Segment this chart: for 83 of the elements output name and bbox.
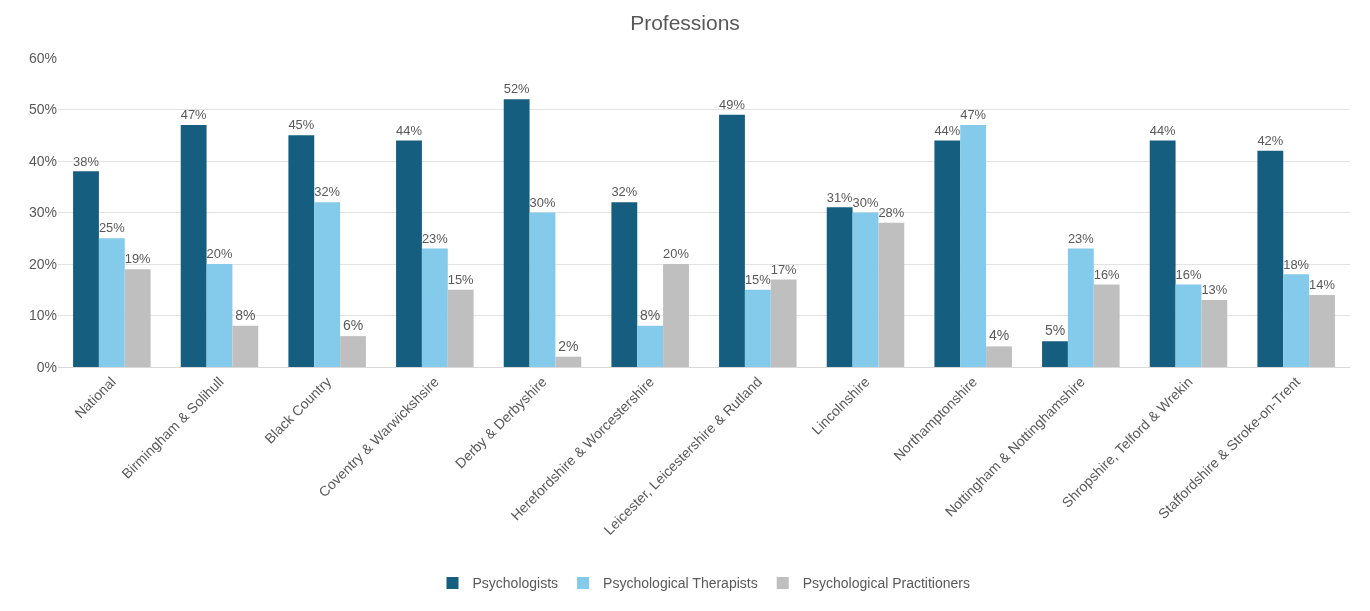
bar bbox=[878, 222, 905, 367]
data-label: 17% bbox=[770, 261, 797, 277]
y-tick-label: 30% bbox=[28, 204, 57, 221]
bar bbox=[852, 212, 879, 367]
data-label: 8% bbox=[640, 306, 661, 323]
data-label: 42% bbox=[1257, 132, 1284, 148]
y-tick-label: 60% bbox=[28, 49, 57, 66]
bar bbox=[206, 264, 233, 367]
bar bbox=[288, 135, 315, 367]
bar bbox=[1175, 284, 1202, 367]
data-label: 15% bbox=[744, 271, 771, 287]
y-tick-label: 50% bbox=[28, 101, 57, 118]
data-label: 2% bbox=[558, 337, 579, 354]
bar bbox=[1257, 150, 1284, 367]
legend-label: Psychological Therapists bbox=[603, 575, 758, 592]
data-label: 15% bbox=[447, 271, 474, 287]
bar bbox=[314, 202, 341, 367]
data-label: 16% bbox=[1175, 266, 1202, 282]
data-label: 32% bbox=[314, 184, 341, 200]
bar bbox=[1093, 284, 1120, 367]
data-label: 13% bbox=[1201, 282, 1228, 298]
chart-title: Professions bbox=[630, 10, 740, 34]
bar bbox=[447, 289, 474, 367]
bar bbox=[124, 269, 151, 367]
bar bbox=[637, 325, 664, 367]
bar bbox=[1309, 294, 1335, 367]
data-label: 49% bbox=[719, 96, 745, 112]
bar bbox=[503, 99, 530, 367]
y-tick-label: 20% bbox=[28, 255, 57, 272]
bar bbox=[232, 325, 259, 367]
bar bbox=[826, 207, 853, 367]
bar bbox=[340, 336, 366, 367]
bar bbox=[663, 264, 689, 367]
y-tick-label: 40% bbox=[28, 152, 57, 169]
data-label: 20% bbox=[663, 246, 689, 262]
bar bbox=[744, 289, 771, 367]
bar bbox=[770, 279, 797, 367]
bar bbox=[986, 346, 1012, 367]
data-label: 23% bbox=[421, 230, 448, 246]
data-label: 30% bbox=[529, 194, 556, 210]
bar bbox=[1042, 341, 1068, 367]
data-label: 4% bbox=[988, 327, 1010, 344]
data-label: 31% bbox=[826, 189, 853, 205]
bar bbox=[960, 124, 987, 367]
legend-label: Psychological Practitioners bbox=[802, 575, 970, 592]
bar bbox=[421, 248, 448, 367]
bar bbox=[611, 202, 638, 367]
bar bbox=[529, 212, 556, 367]
data-label: 6% bbox=[342, 317, 364, 334]
data-label: 5% bbox=[1044, 322, 1066, 339]
data-label: 8% bbox=[235, 306, 256, 323]
data-label: 14% bbox=[1309, 277, 1335, 293]
data-label: 30% bbox=[852, 194, 879, 210]
bar bbox=[1283, 274, 1310, 367]
data-label: 38% bbox=[73, 153, 99, 169]
bar bbox=[1149, 140, 1176, 367]
data-label: 19% bbox=[124, 251, 151, 267]
bar bbox=[180, 124, 207, 367]
data-label: 16% bbox=[1093, 266, 1120, 282]
data-label: 28% bbox=[878, 205, 905, 221]
data-label: 20% bbox=[206, 246, 233, 262]
bar bbox=[1067, 248, 1094, 367]
y-tick-label: 0% bbox=[36, 358, 57, 375]
data-label: 45% bbox=[288, 117, 315, 133]
data-label: 25% bbox=[98, 220, 125, 236]
data-label: 52% bbox=[503, 81, 530, 97]
data-label: 32% bbox=[611, 184, 638, 200]
data-label: 18% bbox=[1283, 256, 1310, 272]
bar bbox=[1201, 300, 1228, 367]
bar bbox=[98, 238, 125, 367]
y-tick-label: 10% bbox=[28, 307, 57, 324]
data-label: 47% bbox=[960, 107, 987, 123]
legend-label: Psychologists bbox=[472, 575, 559, 592]
data-label: 47% bbox=[180, 107, 207, 123]
data-label: 23% bbox=[1067, 230, 1094, 246]
data-label: 44% bbox=[934, 122, 961, 138]
bar bbox=[73, 171, 99, 367]
bar bbox=[555, 356, 582, 367]
bar bbox=[719, 114, 745, 367]
bar bbox=[396, 140, 422, 367]
data-label: 44% bbox=[1149, 122, 1176, 138]
bar bbox=[934, 140, 961, 367]
data-label: 44% bbox=[396, 122, 422, 138]
